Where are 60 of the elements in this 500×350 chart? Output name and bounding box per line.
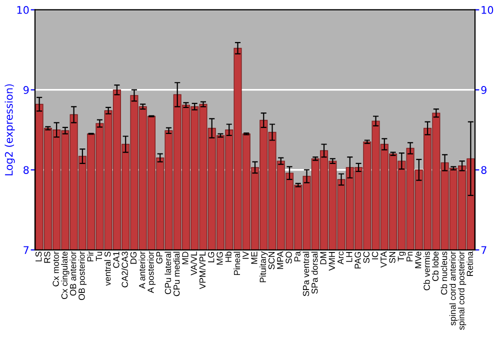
x-tick-label: Pa (294, 251, 300, 262)
y2-tick-label: 7 (481, 246, 486, 254)
y2-tick-label: 9 (481, 86, 486, 94)
x-tick-label: Arc (338, 252, 344, 264)
x-tick-label: MPA (277, 251, 284, 269)
x-tick-label: MG (216, 252, 223, 265)
x-tick-label: SCN (268, 252, 275, 270)
x-tick-label: CPu lateral (164, 252, 172, 294)
x-tick-label: DG (130, 252, 137, 264)
x-tick-label: CA2/CA3 (122, 252, 128, 288)
x-tick-label: GP (156, 252, 162, 264)
x-tick-label: PAG (354, 252, 361, 268)
x-tick-label: SPa ventral (302, 252, 310, 296)
y2-tick-label: 8 (481, 166, 486, 174)
x-tick-label: spinal cord posterior (458, 251, 466, 330)
x-tick-label: SPa dorsal (311, 252, 318, 294)
x-tick-label: spinal cord anterior (449, 251, 458, 326)
x-tick-label: Cx cingulate (61, 252, 70, 299)
x-tick-label: Cb vermis (423, 252, 430, 290)
x-tick-label: Cb lobe (432, 252, 439, 281)
x-tick-label: Hb (225, 252, 232, 262)
x-tick-label: CPu medial (173, 252, 180, 296)
x-tick-label: SC (363, 252, 370, 264)
x-tick-label: VPM/VPL (199, 252, 206, 290)
y-tick-label: 9 (23, 86, 29, 94)
x-tick-label: Cb nucleus (440, 252, 448, 295)
x-tick-label: SN (389, 252, 396, 264)
x-tick-label: SO (286, 252, 292, 264)
x-tick-label: VA/VL (190, 252, 197, 276)
x-tick-label: A posterior (147, 251, 156, 294)
x-tick-label: VTA (380, 251, 387, 268)
x-tick-label: MVe (415, 252, 422, 268)
x-tick-label: CA1 (113, 252, 120, 268)
x-tick-label: IC (372, 252, 378, 260)
x-tick-label: A anterior (138, 251, 146, 289)
x-tick-label: Tu (96, 252, 102, 261)
x-tick-label: DM (320, 252, 326, 264)
x-tick-label: Cx motor (52, 251, 59, 286)
x-tick-label: Retina (466, 251, 474, 276)
x-tick-label: Pir (87, 251, 94, 262)
x-tick-label: LG (208, 252, 214, 262)
y-tick-label: 8 (24, 166, 29, 174)
x-tick-label: OB posterior (78, 251, 87, 300)
y-tick-label: 7 (24, 246, 29, 254)
x-tick-label: LH (346, 252, 352, 262)
y-tick-label: 10 (17, 6, 29, 14)
x-tick-label: OB anterior (70, 251, 76, 296)
x-tick-label: ME (251, 252, 258, 264)
x-tick-label: LS (35, 252, 42, 262)
x-tick-label: Pituitary (260, 251, 268, 282)
y-axis-title: Log2 (expression) (4, 84, 15, 176)
x-tick-label: RS (44, 252, 50, 263)
x-tick-label: ventral S (104, 252, 111, 286)
x-tick-label: Pineal (234, 252, 240, 275)
x-tick-label: IV (242, 251, 249, 259)
y2-tick-label: 10 (482, 6, 494, 14)
x-tick-label: Pn (406, 252, 413, 262)
x-tick-label: MD (182, 252, 188, 264)
x-tick-label: VMH (328, 252, 335, 271)
x-tick-label: Tg (398, 252, 406, 262)
